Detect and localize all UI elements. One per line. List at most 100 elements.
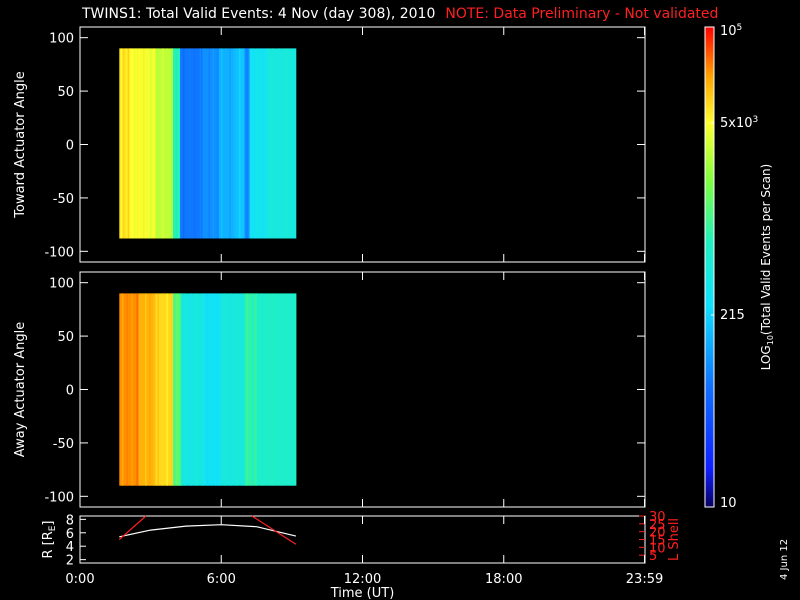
heatmap-cell xyxy=(155,293,174,486)
heatmap-cell xyxy=(129,48,142,239)
y-tick-label: 50 xyxy=(57,85,74,100)
heatmap-streak xyxy=(224,293,226,486)
heatmap-streak xyxy=(175,48,178,239)
heatmap-streak xyxy=(178,293,180,486)
heatmap-streak xyxy=(173,48,176,239)
y-tick-label-right: 15 xyxy=(649,534,666,549)
heatmap-streak xyxy=(291,293,293,486)
heatmap-streak xyxy=(271,293,273,486)
heatmap-streak xyxy=(157,48,159,239)
colorbar-tick-label: 215 xyxy=(720,308,745,323)
heatmap-streak xyxy=(126,293,129,486)
y-axis-label: Toward Actuator Angle xyxy=(13,71,28,218)
heatmap-streak xyxy=(140,293,143,486)
heatmap-streak xyxy=(238,48,241,239)
x-tick-label: 12:00 xyxy=(344,572,381,587)
heatmap-cell xyxy=(218,48,236,239)
heatmap-streak xyxy=(261,293,263,486)
heatmap-streak xyxy=(188,48,190,239)
y-tick-label-right: 30 xyxy=(649,510,666,525)
heatmap-streak xyxy=(281,293,283,486)
heatmap-streak xyxy=(266,48,268,239)
heatmap-streak xyxy=(128,48,130,239)
y-tick-label: -100 xyxy=(44,490,74,505)
heatmap-streak xyxy=(201,293,204,486)
y-tick-label-right: 20 xyxy=(649,526,666,541)
y-tick-label: -50 xyxy=(53,437,74,452)
heatmap-streak xyxy=(179,48,181,239)
heatmap-streak xyxy=(241,293,244,486)
subscript: E xyxy=(48,525,58,531)
label-rest: (Total Valid Events per Scan) xyxy=(759,164,773,335)
heatmap-streak xyxy=(236,48,239,239)
colorbar-frame xyxy=(704,26,715,508)
heatmap-streak xyxy=(292,48,294,239)
heatmap-cell xyxy=(141,48,156,239)
heatmap-streak xyxy=(243,48,246,239)
heatmap-streak xyxy=(246,293,248,486)
heatmap-streak xyxy=(176,293,178,486)
heatmap-streak xyxy=(252,293,254,486)
y-tick-label: 100 xyxy=(49,32,74,47)
title-text: TWINS1: Total Valid Events: 4 Nov (day 3… xyxy=(82,6,436,22)
colorbar-tick-label: 5x103 xyxy=(720,115,758,131)
y-tick-label: 0 xyxy=(66,384,74,399)
heatmap-streak xyxy=(271,48,274,239)
heatmap-streak xyxy=(255,293,257,486)
heatmap-cell xyxy=(119,293,140,486)
heatmap-streak xyxy=(133,48,136,239)
x-axis-label: Time (UT) xyxy=(330,586,395,600)
heatmap-cell xyxy=(249,48,269,239)
heatmap-streak xyxy=(233,48,235,239)
heatmap-streak xyxy=(125,48,128,239)
heatmap-streak xyxy=(145,293,147,486)
heatmap-streak xyxy=(206,293,209,486)
heatmap-streak xyxy=(249,293,251,486)
heatmap-streak xyxy=(130,48,133,239)
heatmap-streak xyxy=(170,293,173,486)
y-tick-label-right: 25 xyxy=(649,518,666,533)
heatmap-streak xyxy=(221,48,223,239)
heatmap-streak xyxy=(182,48,185,239)
heatmap-streak xyxy=(241,48,243,239)
heatmap-streak xyxy=(162,48,164,239)
heatmap-streak xyxy=(170,48,173,239)
y-tick-label: -50 xyxy=(53,192,74,207)
heatmap-streak xyxy=(136,48,139,239)
heatmap-streak xyxy=(180,293,182,486)
heatmap-streak xyxy=(208,48,211,239)
heatmap-cell xyxy=(244,293,258,486)
heatmap-streak xyxy=(143,48,145,239)
heatmap-streak xyxy=(204,48,206,239)
heatmap-streak xyxy=(131,293,133,486)
lshell-line xyxy=(118,515,147,540)
heatmap-streak xyxy=(136,293,138,486)
heatmap-streak xyxy=(216,48,219,239)
heatmap-streak xyxy=(199,48,202,239)
panel-toward: 100 50 0 -50 -100 Toward Actuator Angle xyxy=(13,26,646,263)
subscript: 10 xyxy=(766,335,775,345)
preliminary-note: NOTE: Data Preliminary - Not validated xyxy=(445,6,719,22)
heatmap-streak xyxy=(153,293,155,486)
x-tick-label: 23:59 xyxy=(626,572,663,587)
superscript: 3 xyxy=(753,115,759,125)
heatmap-streak xyxy=(174,293,176,486)
heatmap-streak xyxy=(190,293,192,486)
superscript: 5 xyxy=(737,23,743,33)
x-tick-label: 0:00 xyxy=(65,572,94,587)
y-tick-label: 8 xyxy=(66,513,74,528)
heatmap-streak xyxy=(120,48,123,239)
panel-away: 100 50 0 -50 -100 Away Actuator Angle xyxy=(13,271,646,508)
colorbar-label: LOG10(Total Valid Events per Scan) xyxy=(759,164,775,371)
heatmap-streak xyxy=(149,293,151,486)
heatmap-streak xyxy=(150,48,152,239)
heatmap-cell xyxy=(204,293,222,486)
heatmap-cell xyxy=(202,48,220,239)
heatmap-streak xyxy=(166,48,168,239)
heatmap-streak xyxy=(139,48,142,239)
heatmap-streak xyxy=(278,48,281,239)
y-axis-label: R [RE] xyxy=(41,520,58,558)
y-tick-label: -100 xyxy=(44,245,74,260)
